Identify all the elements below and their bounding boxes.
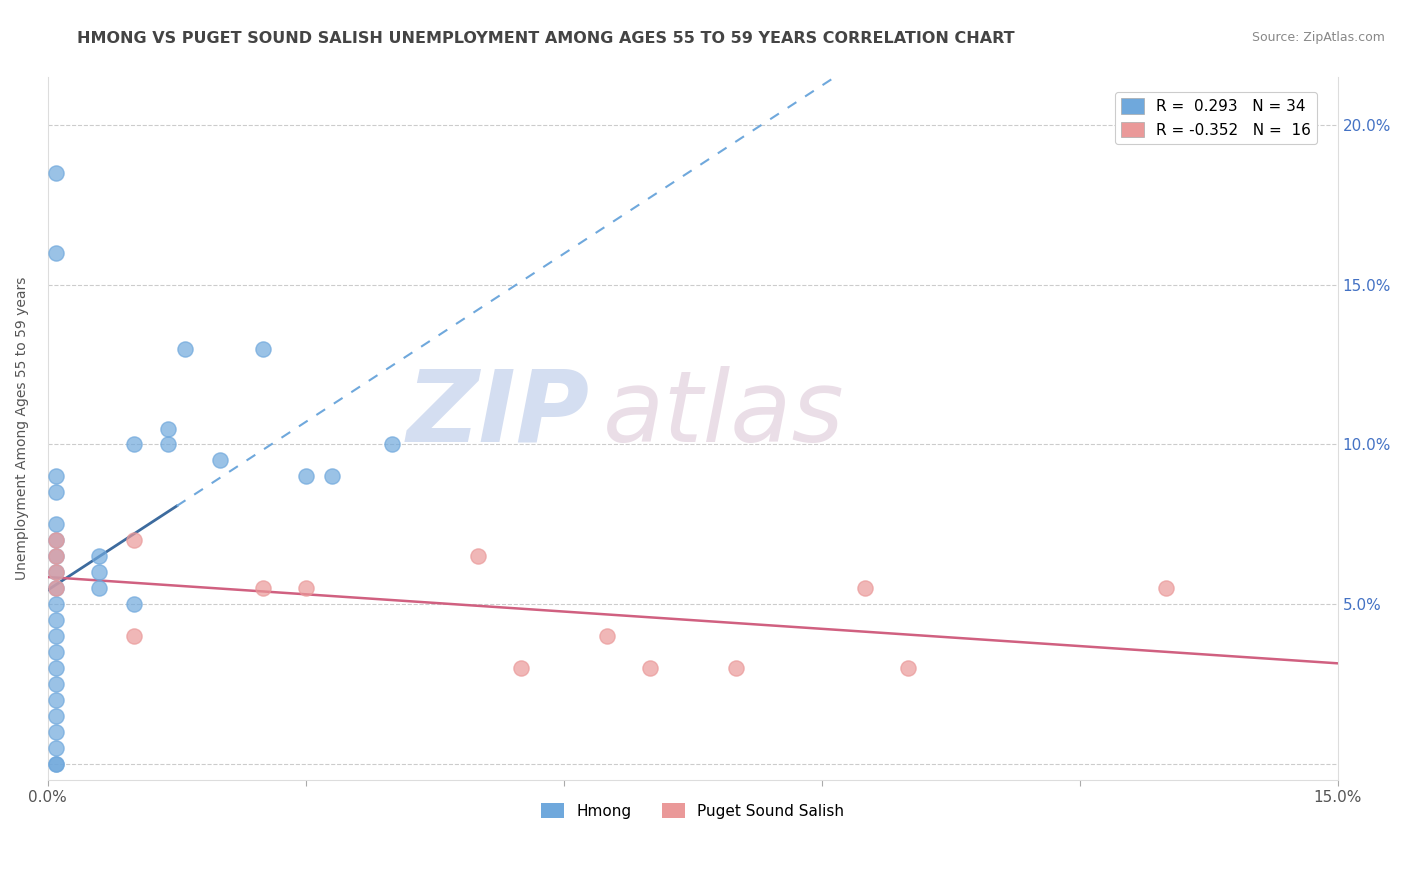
Point <box>252 581 274 595</box>
Point <box>122 533 145 548</box>
Point <box>321 469 343 483</box>
Point <box>45 740 67 755</box>
Point <box>89 565 111 579</box>
Point <box>174 342 197 356</box>
Point <box>89 549 111 564</box>
Text: ZIP: ZIP <box>406 366 589 463</box>
Point <box>45 549 67 564</box>
Y-axis label: Unemployment Among Ages 55 to 59 years: Unemployment Among Ages 55 to 59 years <box>15 277 30 580</box>
Point <box>638 661 661 675</box>
Point <box>45 724 67 739</box>
Point <box>1154 581 1177 595</box>
Point <box>45 533 67 548</box>
Text: Source: ZipAtlas.com: Source: ZipAtlas.com <box>1251 31 1385 45</box>
Point <box>509 661 531 675</box>
Text: HMONG VS PUGET SOUND SALISH UNEMPLOYMENT AMONG AGES 55 TO 59 YEARS CORRELATION C: HMONG VS PUGET SOUND SALISH UNEMPLOYMENT… <box>77 31 1015 46</box>
Point <box>157 437 180 451</box>
Point <box>897 661 920 675</box>
Point <box>45 246 67 260</box>
Point <box>252 342 274 356</box>
Point <box>122 629 145 643</box>
Legend: Hmong, Puget Sound Salish: Hmong, Puget Sound Salish <box>536 797 851 824</box>
Point <box>45 693 67 707</box>
Point <box>45 469 67 483</box>
Point <box>45 565 67 579</box>
Point <box>45 645 67 659</box>
Point <box>45 756 67 771</box>
Point <box>45 533 67 548</box>
Point <box>45 581 67 595</box>
Point <box>294 581 316 595</box>
Point <box>45 613 67 627</box>
Point <box>294 469 316 483</box>
Point <box>89 581 111 595</box>
Point <box>596 629 619 643</box>
Point <box>45 629 67 643</box>
Point <box>381 437 404 451</box>
Point <box>122 597 145 611</box>
Point <box>724 661 747 675</box>
Point <box>45 166 67 180</box>
Point <box>208 453 231 467</box>
Point <box>122 437 145 451</box>
Point <box>45 661 67 675</box>
Point <box>45 677 67 691</box>
Text: atlas: atlas <box>602 366 844 463</box>
Point <box>45 549 67 564</box>
Point <box>45 756 67 771</box>
Point <box>853 581 876 595</box>
Point <box>45 597 67 611</box>
Point <box>467 549 489 564</box>
Point <box>45 517 67 532</box>
Point <box>45 485 67 500</box>
Point <box>45 708 67 723</box>
Point <box>45 581 67 595</box>
Point <box>45 565 67 579</box>
Point <box>157 421 180 435</box>
